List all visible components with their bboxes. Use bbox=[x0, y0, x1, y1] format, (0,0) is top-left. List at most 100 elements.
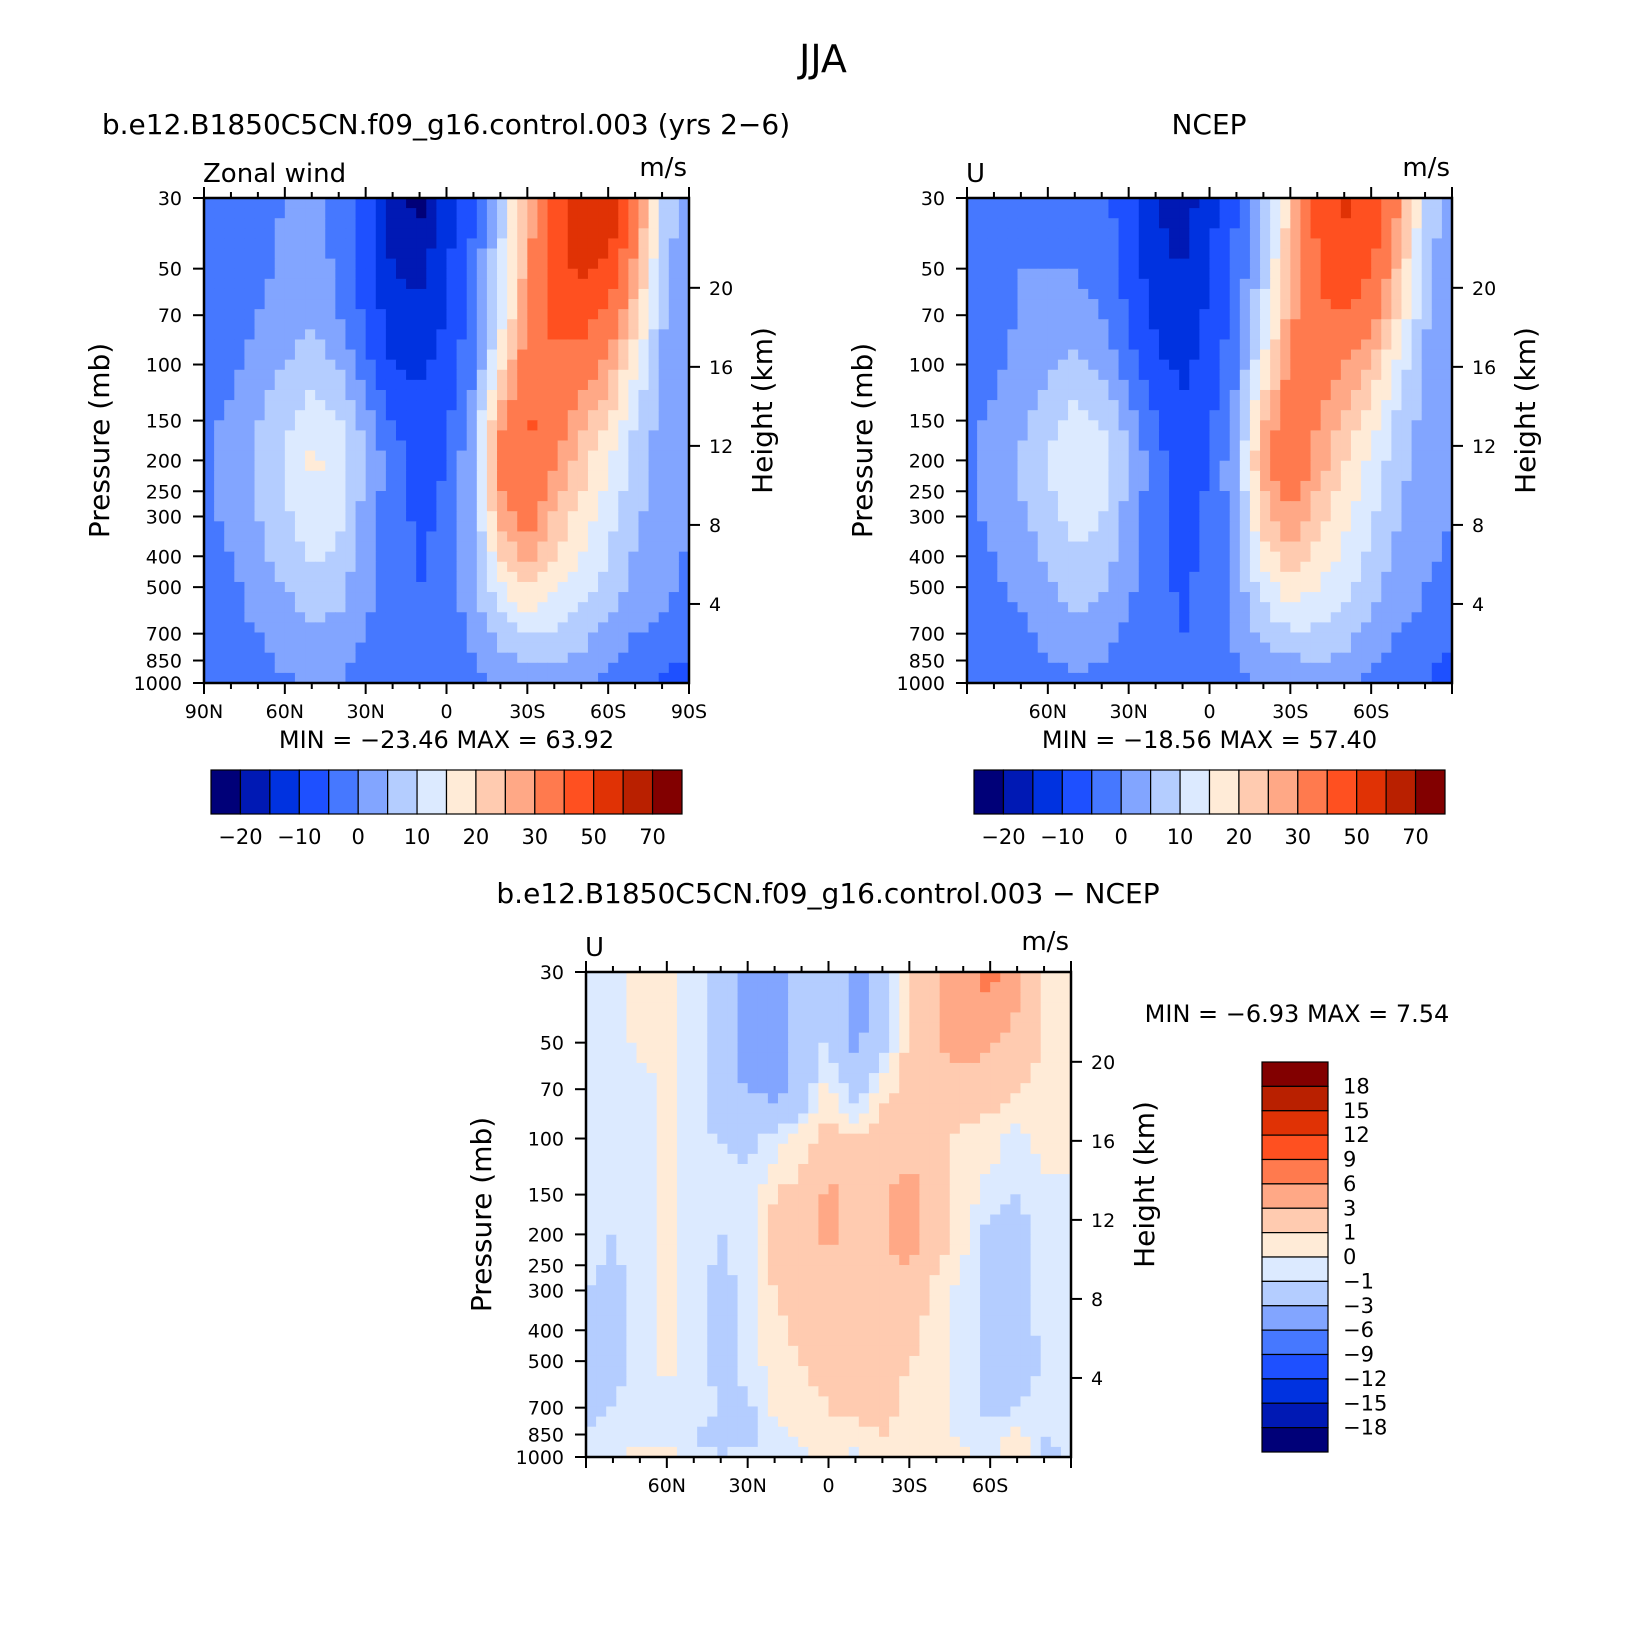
field-cell bbox=[1381, 622, 1392, 634]
field-cell bbox=[406, 268, 417, 280]
field-cell bbox=[1219, 369, 1231, 381]
field-cell bbox=[1047, 480, 1059, 492]
field-cell bbox=[977, 581, 988, 593]
field-cell bbox=[648, 258, 660, 270]
field-cell bbox=[658, 379, 670, 391]
field-cell bbox=[1199, 501, 1211, 512]
field-cell bbox=[244, 410, 256, 421]
field-cell bbox=[598, 571, 609, 583]
field-cell bbox=[476, 592, 488, 603]
field-cell bbox=[638, 612, 650, 623]
field-cell bbox=[335, 379, 347, 391]
field-cell bbox=[507, 480, 518, 492]
field-cell bbox=[264, 672, 276, 684]
field-cell bbox=[284, 329, 296, 341]
colorbar-box bbox=[1091, 769, 1122, 815]
field-cell bbox=[497, 319, 508, 330]
field-cell bbox=[1239, 299, 1251, 310]
field-cell bbox=[919, 982, 931, 993]
field-cell bbox=[808, 982, 819, 993]
field-cell bbox=[557, 198, 569, 209]
field-cell bbox=[355, 288, 367, 300]
field-cell bbox=[658, 541, 670, 553]
field-cell bbox=[967, 299, 978, 310]
field-cell bbox=[1047, 501, 1059, 512]
field-cell bbox=[244, 228, 256, 240]
field-cell bbox=[345, 470, 357, 482]
field-cell bbox=[1158, 592, 1170, 603]
field-cell bbox=[446, 430, 458, 442]
field-cell bbox=[325, 400, 336, 411]
field-cell bbox=[1340, 238, 1352, 250]
field-cell bbox=[658, 238, 670, 250]
field-cell bbox=[365, 581, 377, 593]
field-cell bbox=[1148, 561, 1160, 573]
field-cell bbox=[365, 672, 377, 684]
field-cell bbox=[598, 400, 609, 411]
field-cell bbox=[598, 238, 609, 250]
field-cell bbox=[1381, 440, 1392, 452]
field-cell bbox=[1330, 218, 1342, 229]
field-cell bbox=[436, 480, 448, 492]
field-cell bbox=[1169, 460, 1180, 472]
field-cell bbox=[1290, 581, 1302, 593]
field-cell bbox=[1280, 208, 1291, 219]
field-cell bbox=[1138, 470, 1150, 482]
field-cell bbox=[1209, 208, 1221, 219]
field-cell bbox=[254, 198, 266, 209]
field-cell bbox=[1310, 602, 1322, 613]
field-cell bbox=[406, 652, 417, 664]
field-cell bbox=[1411, 592, 1423, 603]
field-cell bbox=[1249, 602, 1261, 613]
field-cell bbox=[517, 359, 528, 371]
field-cell bbox=[1179, 622, 1190, 634]
field-cell bbox=[284, 541, 296, 553]
field-cell bbox=[254, 491, 266, 502]
field-cell bbox=[1148, 531, 1160, 543]
field-cell bbox=[1199, 410, 1211, 421]
field-cell bbox=[1391, 592, 1403, 603]
field-cell bbox=[577, 278, 589, 290]
field-cell bbox=[517, 288, 528, 300]
field-cell bbox=[967, 632, 978, 644]
field-cell bbox=[628, 561, 640, 573]
field-cell bbox=[1411, 521, 1423, 533]
field-cell bbox=[1017, 268, 1029, 280]
field-cell bbox=[547, 652, 559, 664]
field-cell bbox=[1098, 541, 1110, 553]
field-cell bbox=[204, 612, 215, 623]
field-cell bbox=[997, 238, 1009, 250]
field-cell bbox=[987, 491, 998, 502]
field-cell bbox=[1350, 420, 1362, 431]
field-cell bbox=[1088, 379, 1099, 391]
field-cell bbox=[345, 218, 357, 229]
field-cell bbox=[1007, 652, 1019, 664]
field-cell bbox=[1361, 349, 1372, 361]
field-cell bbox=[1260, 632, 1271, 644]
field-cell bbox=[294, 450, 306, 462]
field-cell bbox=[537, 369, 549, 381]
field-cell bbox=[1209, 581, 1221, 593]
field-cell bbox=[416, 349, 427, 361]
field-cell bbox=[1189, 258, 1200, 270]
field-cell bbox=[214, 602, 225, 613]
field-cell bbox=[204, 551, 215, 563]
colorbar-box bbox=[1032, 769, 1063, 815]
field-cell bbox=[1199, 571, 1211, 583]
field-cell bbox=[1290, 521, 1302, 533]
field-cell bbox=[1421, 612, 1433, 623]
field-cell bbox=[889, 972, 900, 983]
field-cell bbox=[507, 460, 518, 472]
field-cell bbox=[1320, 389, 1332, 401]
field-cell bbox=[1148, 501, 1160, 512]
field-cell bbox=[678, 228, 690, 240]
field-cell bbox=[1441, 581, 1453, 593]
field-cell bbox=[587, 420, 599, 431]
field-cell bbox=[1401, 268, 1413, 280]
field-cell bbox=[1169, 561, 1180, 573]
field-cell bbox=[1280, 612, 1291, 623]
field-cell bbox=[456, 541, 468, 553]
x-tick-label: 30S bbox=[509, 701, 545, 723]
field-cell bbox=[1027, 501, 1039, 512]
field-cell bbox=[1047, 450, 1059, 462]
